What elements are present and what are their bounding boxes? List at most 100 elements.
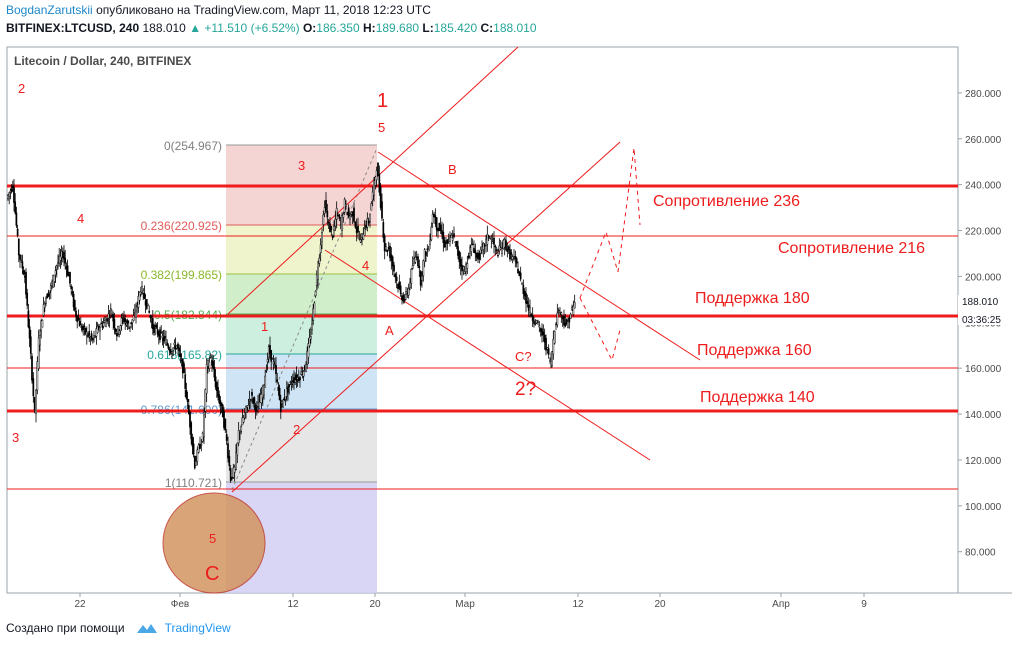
wave-label-2-left: 2 <box>18 81 25 96</box>
candle-body <box>167 345 170 349</box>
candle-body <box>299 377 301 381</box>
o-label: O: <box>302 21 317 35</box>
candle-body <box>99 327 101 332</box>
fib-zone-5 <box>226 409 377 482</box>
fib-zone-3 <box>226 314 377 354</box>
candle-body <box>454 241 457 243</box>
time-tick-label: 20 <box>369 599 381 610</box>
candle-body <box>208 361 211 369</box>
candle-body <box>415 256 418 258</box>
candle-body <box>60 251 63 258</box>
candle-body <box>498 245 501 252</box>
trend-lines[interactable] <box>227 46 701 493</box>
candle-body <box>288 384 291 388</box>
candle-body <box>471 243 474 245</box>
candle-body <box>113 318 116 329</box>
wave-c-circle[interactable] <box>162 492 266 594</box>
time-axis[interactable]: 22 Фев 12 20 Мар 12 20 Апр 9 <box>74 593 867 610</box>
candle-body <box>334 218 337 227</box>
candle-body <box>378 173 381 193</box>
candle-body <box>7 194 9 199</box>
price-tick-label: 280.000 <box>965 89 1002 100</box>
horizontal-levels[interactable] <box>7 184 958 490</box>
candle-body <box>200 444 203 446</box>
candle-body <box>383 235 386 252</box>
candle-body <box>349 215 351 220</box>
candle-body <box>185 389 188 399</box>
candle-body <box>237 430 240 444</box>
candle-body <box>41 319 44 328</box>
candle-body <box>568 317 571 323</box>
candle-body <box>10 188 13 192</box>
candle-body <box>186 398 189 402</box>
candle-body <box>209 355 212 358</box>
candle-body <box>519 272 522 280</box>
o-value: 186.350 <box>316 21 360 35</box>
candle-body <box>343 198 346 213</box>
descending-upper-line[interactable] <box>377 151 701 361</box>
candle-body <box>42 304 45 316</box>
candle-body <box>389 245 391 258</box>
chart-container[interactable]: 0(254.967) 0.236(220.925) 0.382(199.865)… <box>0 45 1015 613</box>
candle-body <box>367 220 370 224</box>
candle-body <box>192 443 195 455</box>
candle-body <box>119 325 122 332</box>
candle-body <box>162 337 165 342</box>
candle-body <box>385 246 387 250</box>
candle-body <box>571 307 573 310</box>
price-tick-label: 140.000 <box>965 410 1002 421</box>
candle-body <box>481 246 483 251</box>
candle-body <box>27 310 30 328</box>
descending-lower-line[interactable] <box>324 249 651 461</box>
candle-body <box>59 255 62 261</box>
candle-body <box>255 406 258 408</box>
candle-body <box>485 238 487 246</box>
channel-upper-line[interactable] <box>227 46 519 315</box>
price-tick-label: 220.000 <box>965 227 1002 238</box>
candle-body <box>434 215 437 225</box>
candle-body <box>409 282 411 288</box>
candle-body <box>159 329 161 340</box>
candle-body <box>272 361 275 365</box>
label-resistance-216: Сопротивление 216 <box>778 240 925 257</box>
candle-body <box>433 213 435 218</box>
wave-label-c-question: C? <box>515 349 532 364</box>
symbol: BITFINEX:LTCUSD, 240 <box>6 21 140 35</box>
candle-body <box>494 245 497 248</box>
candle-body <box>377 162 379 176</box>
candle-body <box>139 291 142 295</box>
candle-body <box>196 449 199 462</box>
candle-body <box>55 265 58 270</box>
candle-body <box>358 238 361 240</box>
candle-body <box>538 325 541 328</box>
candle-body <box>106 318 109 322</box>
candle-body <box>66 265 69 276</box>
tradingview-cloud-icon[interactable] <box>135 621 159 635</box>
candle-body <box>19 254 21 260</box>
candle-body <box>243 412 246 419</box>
wave-label-3-small: 3 <box>298 158 305 173</box>
wave-label-1-small: 1 <box>261 319 268 334</box>
price-chart[interactable]: 0(254.967) 0.236(220.925) 0.382(199.865)… <box>0 45 1015 613</box>
candle-body <box>90 333 93 339</box>
candle-body <box>15 212 18 226</box>
candle-body <box>284 396 287 400</box>
price-tick-label: 100.000 <box>965 502 1002 513</box>
candle-body <box>442 231 445 244</box>
candle-body <box>461 264 463 272</box>
candle-body <box>437 227 439 232</box>
candle-body <box>507 246 510 251</box>
candle-body <box>108 317 111 319</box>
candle-body <box>417 256 419 267</box>
wave-label-4-left: 4 <box>77 211 84 226</box>
candle-body <box>371 191 374 201</box>
tradingview-link[interactable]: TradingView <box>164 621 231 635</box>
candle-body <box>449 237 451 242</box>
candle-body <box>156 329 159 335</box>
candle-body <box>317 267 319 281</box>
channel-lower-line[interactable] <box>231 141 621 493</box>
candle-body <box>32 378 35 397</box>
candle-body <box>178 347 181 352</box>
author-link[interactable]: BogdanZarutskii <box>6 3 93 17</box>
candle-body <box>71 291 74 294</box>
